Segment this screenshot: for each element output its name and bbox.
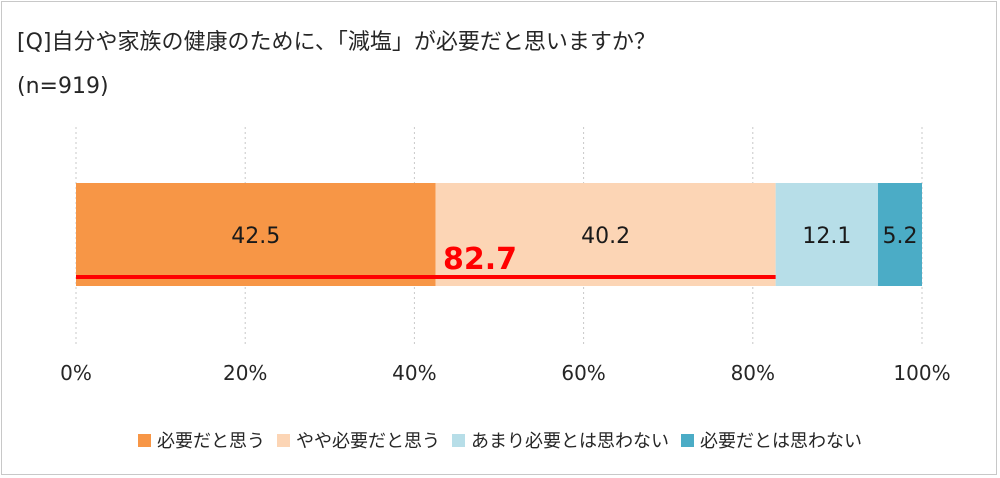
legend-item-3: 必要だとは思わない bbox=[681, 427, 862, 453]
legend-swatch-2 bbox=[452, 433, 465, 447]
legend-label-2: あまり必要とは思わない bbox=[471, 431, 669, 452]
legend-item-2: あまり必要とは思わない bbox=[452, 427, 669, 453]
legend-label-3: 必要だとは思わない bbox=[700, 431, 862, 452]
bar-label-1: 40.2 bbox=[581, 224, 630, 249]
x-tick-label-1: 20% bbox=[223, 361, 267, 385]
bar-label-2: 12.1 bbox=[802, 224, 851, 249]
x-tick-label-4: 80% bbox=[731, 361, 775, 385]
chart-title: [Q]自分や家族の健康のために、「減塩」が必要だと思いますか？ bbox=[17, 30, 656, 55]
bar-label-3: 5.2 bbox=[883, 224, 918, 249]
bar-segment-3 bbox=[878, 183, 922, 286]
legend-item-0: 必要だと思う bbox=[138, 427, 265, 453]
annotation-label: 82.7 bbox=[443, 242, 517, 277]
x-tick-label-5: 100% bbox=[893, 361, 950, 385]
bar-label-0: 42.5 bbox=[231, 224, 280, 249]
bar-segment-1 bbox=[435, 183, 776, 286]
gridlines bbox=[75, 127, 923, 345]
x-tick-label-3: 60% bbox=[561, 361, 605, 385]
x-axis-tick-labels: 0% 20% 40% 60% 80% 100% bbox=[60, 361, 950, 385]
chart-subtitle: (n=919) bbox=[17, 74, 109, 99]
legend-swatch-1 bbox=[277, 433, 290, 447]
legend-swatch-0 bbox=[138, 433, 151, 447]
legend-label-0: 必要だと思う bbox=[157, 431, 265, 452]
x-tick-label-2: 40% bbox=[392, 361, 436, 385]
cumulative-annotation: 82.7 bbox=[76, 242, 776, 279]
x-tick-label-0: 0% bbox=[60, 361, 92, 385]
legend-swatch-3 bbox=[681, 433, 694, 447]
bar-segments bbox=[76, 183, 922, 286]
legend: 必要だと思う やや必要だと思う あまり必要とは思わない 必要だとは思わない bbox=[0, 427, 1000, 453]
legend-item-1: やや必要だと思う bbox=[277, 427, 440, 453]
bar-value-labels: 42.5 40.2 12.1 5.2 bbox=[231, 224, 917, 249]
bar-segment-0 bbox=[76, 183, 436, 286]
bar-segment-2 bbox=[775, 183, 879, 286]
legend-label-1: やや必要だと思う bbox=[296, 431, 440, 452]
